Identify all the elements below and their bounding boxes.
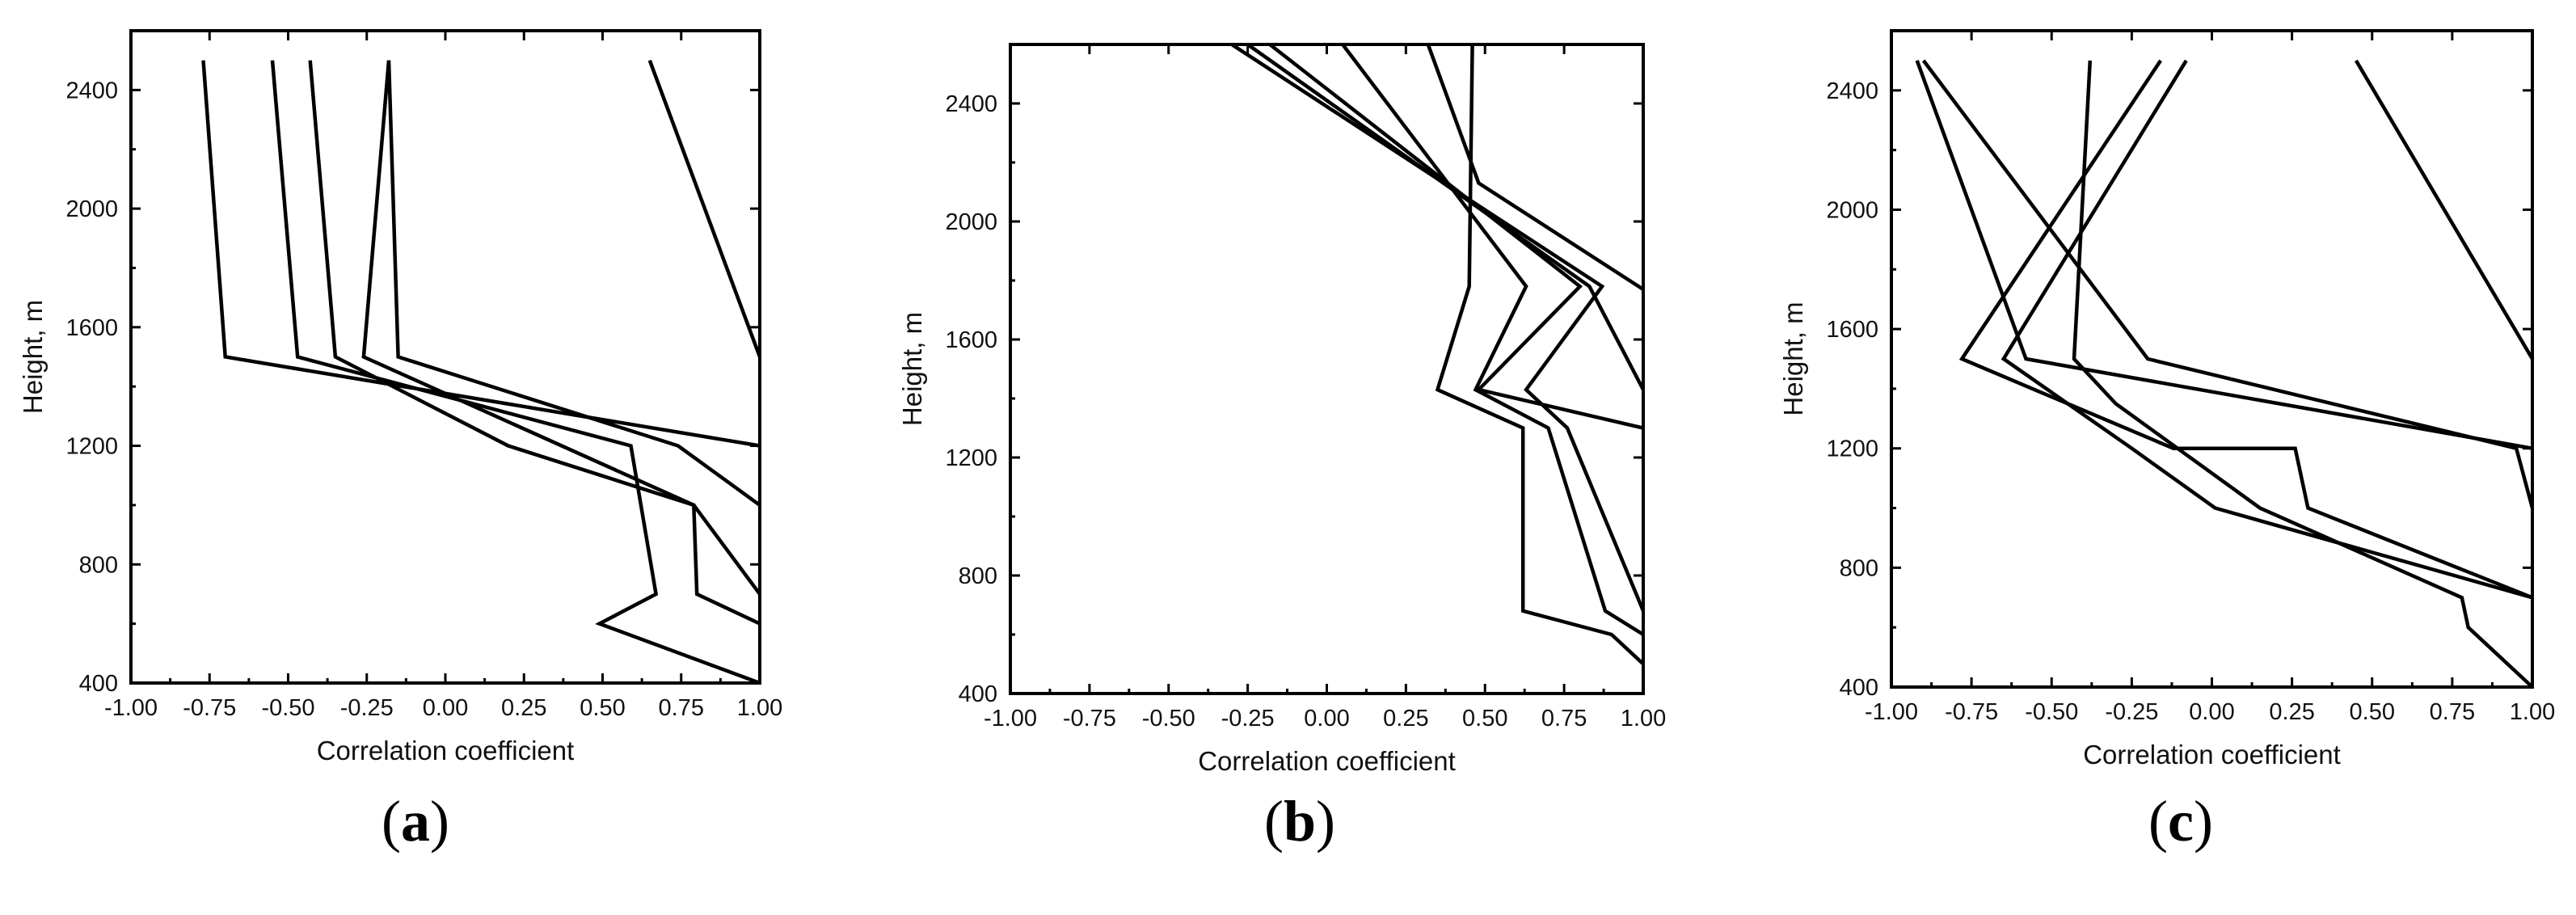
panel-a-xtick-label: -0.25 [340,695,394,721]
panel-a-xtick-label: 0.75 [659,695,704,721]
panel-a-xtick-label: 1.00 [737,695,782,721]
panel-c-xtick-label: -1.00 [1865,699,1918,725]
panel-c-xtick-label: 0.00 [2189,699,2234,725]
panel-b-series-2 [1341,43,1645,636]
panel-b-x-axis-label: Correlation coefficient [1198,746,1456,776]
panel-c-series-3 [2001,59,2533,600]
panel-c-ytick-label: 400 [1840,675,1878,701]
panel-c-series-1 [1921,59,2535,509]
panel-b-series-5 [1246,43,1645,391]
panel-b-series-1 [1435,44,1645,666]
panel-a-xtick-label: -0.75 [183,695,236,721]
panel-c-xtick-label: -0.75 [1945,699,1998,725]
panel-b-ytick-label: 800 [959,563,997,589]
panel-a-ytick-label: 1200 [65,434,118,460]
panel-c-ytick-label: 1600 [1826,317,1878,343]
panel-a-series-6 [647,59,762,358]
panel-c-xtick-label: 0.75 [2430,699,2475,725]
panel-b-xtick-label: 1.00 [1621,706,1666,732]
panel-a-xtick-label: -0.50 [261,695,314,721]
panel-c-ytick-label: 2400 [1826,78,1878,104]
panel-a-xtick-label: -1.00 [104,695,158,721]
panel-label-b: (b) [1263,789,1335,854]
panel-b-ytick-label: 1600 [945,327,997,353]
panel-c-y-axis-label: Height, m [1778,301,1808,415]
panel-c-xtick-label: 1.00 [2510,699,2555,725]
panel-b-xtick-label: 0.00 [1304,706,1349,732]
panel-b-plot-frame [1009,43,1645,695]
panel-b-ytick-label: 2400 [945,91,997,117]
panel-c-xtick-label: -0.50 [2025,699,2078,725]
panel-a-series-2 [270,60,761,685]
panel-a-series-5 [386,60,761,507]
panel-b-ytick-label: 2000 [945,209,997,235]
panel-a-series-3 [308,60,761,596]
panel-c-plot-frame [1890,29,2534,689]
panel-c-xtick-label: -0.25 [2105,699,2158,725]
panel-a-ytick-label: 2000 [65,196,118,222]
panel-a-x-axis-label: Correlation coefficient [317,736,575,765]
panel-c-ytick-label: 2000 [1826,197,1878,223]
panel-b-xtick-label: 0.75 [1541,706,1587,732]
panel-label-a: (a) [382,789,449,854]
panel-c-series-5 [2072,60,2534,689]
panel-c-ytick-label: 800 [1840,555,1878,581]
panel-b-series-4 [1230,43,1646,612]
panel-a-series-1 [201,60,761,448]
panel-a-xtick-label: 0.25 [501,695,546,721]
panel-a-ytick-label: 400 [79,671,118,697]
panel-c-xtick-label: 0.50 [2350,699,2395,725]
panel-a-series-4 [361,60,761,626]
panel-b-series-3 [1268,43,1644,430]
panel-b-xtick-label: 0.25 [1383,706,1428,732]
panel-b-ytick-label: 400 [959,681,997,707]
panel-c-x-axis-label: Correlation coefficient [2083,740,2341,770]
panel-c-series-6 [2354,59,2534,361]
panel-label-c: (c) [2148,789,2213,854]
panel-c-xtick-label: 0.25 [2269,699,2314,725]
panel-a-xtick-label: 0.50 [580,695,625,721]
panel-b-xtick-label: -0.50 [1142,706,1195,732]
panel-c-series-2 [1958,59,2533,600]
panel-a-xtick-label: 0.00 [423,695,468,721]
panel-b-series-6 [1426,44,1645,291]
panel-b-xtick-label: -0.75 [1063,706,1116,732]
panel-c-ytick-label: 1200 [1826,436,1878,462]
panel-a-ytick-label: 1600 [65,315,118,341]
panel-b-ytick-label: 1200 [945,445,997,471]
panel-b-xtick-label: -0.25 [1221,706,1275,732]
panel-a-y-axis-label: Height, m [18,300,48,414]
panel-a-ytick-label: 800 [79,552,118,578]
panel-b-xtick-label: 0.50 [1462,706,1507,732]
panel-b-y-axis-label: Height, m [897,312,927,426]
panel-a-ytick-label: 2400 [65,78,118,103]
panel-c-series-4 [1915,60,2533,450]
panel-b-xtick-label: -1.00 [984,706,1037,732]
